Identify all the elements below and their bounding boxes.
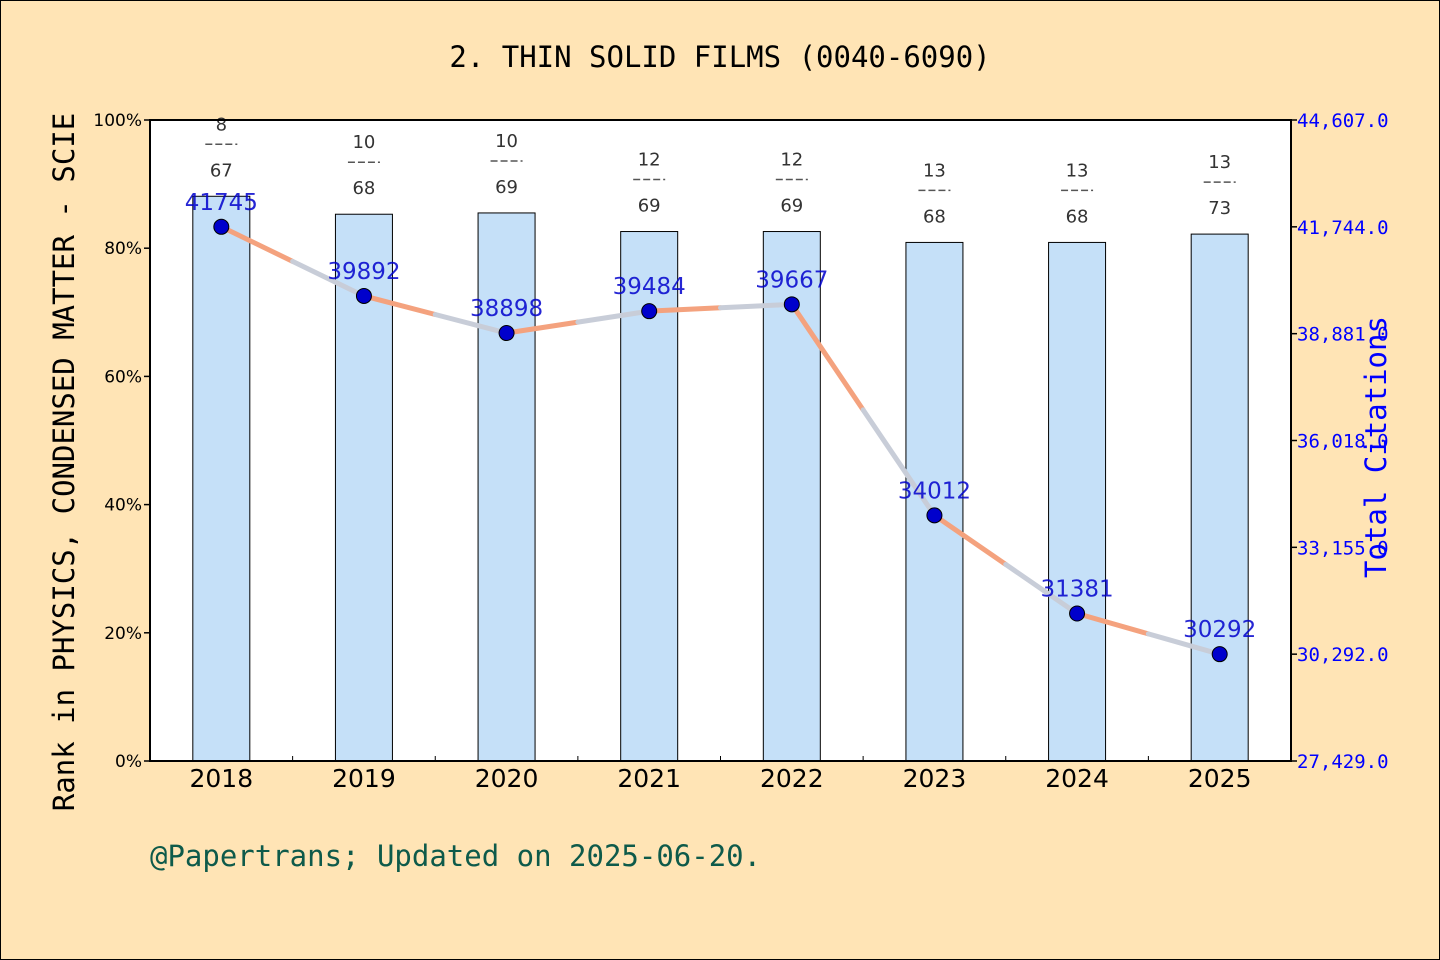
line-segment-a (504, 319, 581, 336)
citation-label-2024: 31381 (1040, 577, 1113, 603)
left-tick-label: 100% (93, 111, 142, 131)
line-segment-b (1003, 561, 1080, 617)
citation-line-series: 41745 39892 38898 39484 39667 34012 31381 30292 (185, 190, 1256, 663)
citation-label-2025: 30292 (1183, 617, 1256, 643)
line-segment-a (931, 512, 1009, 567)
right-tick-label: 41,744.0 (1297, 217, 1389, 239)
citation-label-2020: 38898 (470, 296, 543, 322)
y-axis-left-label: Rank in PHYSICS, CONDENSED MATTER - SCIE (47, 113, 81, 811)
rank-value: 13 (923, 160, 946, 181)
bar-2025 (1190, 233, 1249, 762)
rank-label-2020: 10 69 (490, 131, 523, 198)
citation-point-2019 (355, 287, 372, 304)
citation-point-2022 (783, 296, 800, 313)
right-tick-label: 33,155.0 (1297, 537, 1389, 559)
line-segment-a (789, 301, 866, 413)
x-tick-label: 2023 (903, 764, 967, 793)
citation-point-2021 (641, 303, 658, 320)
x-tick-label: 2022 (760, 764, 824, 793)
x-tick-label: 2021 (617, 764, 681, 793)
rank-labels: 8 67 10 68 10 69 12 69 12 69 13 68 13 68 13 73 (205, 114, 1236, 227)
citation-label-2019: 39892 (327, 259, 400, 285)
citation-point-2018 (213, 218, 230, 235)
rank-category-total: 69 (495, 177, 518, 198)
right-tick-label: 36,018.0 (1297, 431, 1389, 453)
left-tick-label: 20% (104, 624, 142, 644)
rank-value: 13 (1066, 160, 1089, 181)
rank-category-total: 69 (638, 196, 661, 217)
line-segment-b (1145, 631, 1223, 657)
line-segment-b (432, 311, 510, 336)
rank-value: 10 (495, 131, 518, 152)
left-tick-label: 80% (104, 239, 142, 259)
line-segment-b (575, 308, 652, 325)
rank-category-total: 68 (923, 206, 946, 227)
bar-2024 (1048, 241, 1107, 762)
left-axis: 0% 20% 40% 60% 80% 100% (93, 111, 150, 772)
citation-label-2022: 39667 (755, 267, 828, 293)
rank-value: 8 (216, 114, 227, 135)
rank-category-total: 69 (780, 196, 803, 217)
chart-title: 2. THIN SOLID FILMS (0040-6090) (449, 40, 990, 74)
bar-2023 (905, 241, 964, 762)
rank-category-total: 67 (210, 160, 233, 181)
rank-value: 10 (352, 132, 375, 153)
bar-2018 (192, 195, 251, 762)
right-tick-label: 44,607.0 (1297, 110, 1389, 132)
line-segment-a (361, 293, 438, 317)
rank-label-2022: 12 69 (775, 150, 808, 217)
citation-point-2025 (1211, 646, 1228, 663)
rank-label-2018: 8 67 (205, 114, 238, 181)
line-segment-a (1074, 611, 1151, 637)
citation-label-2018: 41745 (185, 190, 258, 216)
line-segment-a (646, 305, 723, 314)
rank-category-total: 68 (352, 178, 375, 199)
line-segment-b (290, 258, 367, 299)
rank-label-2019: 10 68 (347, 132, 380, 199)
right-tick-label: 30,292.0 (1297, 644, 1389, 666)
rank-category-total: 73 (1208, 198, 1231, 219)
citation-label-2021: 39484 (613, 274, 686, 300)
citation-point-2023 (926, 507, 943, 524)
x-axis: 2018 2019 2020 2021 2022 2023 2024 2025 (190, 756, 1252, 793)
line-segment-b (718, 301, 795, 311)
line-segment-a (218, 224, 296, 264)
y-axis-right-label: Total Citations (1359, 316, 1393, 578)
rank-label-2024: 13 68 (1061, 160, 1094, 227)
line-segment-b (860, 407, 937, 518)
x-tick-label: 2018 (190, 764, 254, 793)
bar-2021 (620, 231, 679, 762)
left-tick-label: 40% (104, 496, 142, 516)
rank-label-2023: 13 68 (918, 160, 951, 227)
right-tick-label: 38,881.0 (1297, 324, 1389, 346)
x-tick-label: 2020 (475, 764, 539, 793)
plot-area (150, 120, 1291, 761)
rank-label-2021: 12 69 (633, 150, 666, 217)
x-tick-label: 2019 (332, 764, 396, 793)
rank-category-total: 68 (1066, 206, 1089, 227)
rank-value: 13 (1208, 152, 1231, 173)
citation-point-2020 (498, 325, 515, 342)
citation-label-2023: 34012 (898, 478, 971, 504)
right-axis: 27,429.0 30,292.0 33,155.0 36,018.0 38,881.0… (1291, 110, 1389, 773)
bar-2019 (334, 213, 393, 762)
left-tick-label: 60% (104, 367, 142, 387)
citation-point-2024 (1069, 605, 1086, 622)
footer-credit: @Papertrans; Updated on 2025-06-20. (150, 839, 761, 873)
right-tick-label: 27,429.0 (1297, 751, 1389, 773)
x-tick-label: 2024 (1045, 764, 1109, 793)
left-tick-label: 0% (115, 752, 142, 772)
rank-value: 12 (780, 150, 803, 171)
rank-value: 12 (638, 150, 661, 171)
x-tick-label: 2025 (1188, 764, 1252, 793)
bar-2020 (477, 212, 536, 762)
rank-label-2025: 13 73 (1203, 152, 1236, 219)
